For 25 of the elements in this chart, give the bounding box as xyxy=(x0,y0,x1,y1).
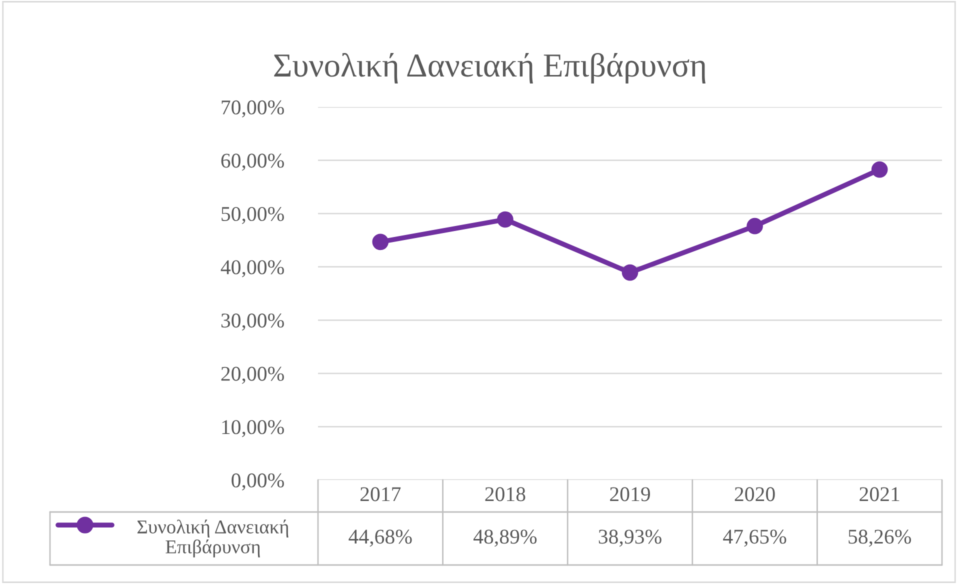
y-tick-label: 0,00% xyxy=(232,473,284,490)
point xyxy=(746,218,763,234)
data-label: 47,65% xyxy=(723,530,786,547)
point xyxy=(622,264,638,281)
chart-title: Συνολική Δανειακή Επιβάρυνση xyxy=(274,52,706,84)
x-tick-label: 2017 xyxy=(360,487,401,502)
y-tick-label: 50,00% xyxy=(222,206,284,224)
x-tick-label: 2021 xyxy=(860,487,900,502)
y-tick-label: 30,00% xyxy=(221,314,284,331)
x-tick-label: 2020 xyxy=(734,487,775,502)
data-label: 58,26% xyxy=(848,530,912,547)
point xyxy=(871,161,888,178)
y-tick-label: 20,00% xyxy=(221,366,284,384)
point xyxy=(372,234,389,250)
y-tick-label: 70,00% xyxy=(222,100,284,118)
legend-label: Συνολική Δανειακή Επιβάρυνση xyxy=(137,520,288,558)
x-tick-label: 2018 xyxy=(485,487,526,502)
y-tick-label: 60,00% xyxy=(221,154,284,171)
y-tick-label: 40,00% xyxy=(220,260,284,278)
data-label: 44,68% xyxy=(348,530,412,547)
point xyxy=(497,211,514,228)
data-label: 38,93% xyxy=(598,530,662,547)
y-tick-label: 10,00% xyxy=(222,420,284,438)
x-tick-label: 2019 xyxy=(610,487,650,502)
data-label: 48,89% xyxy=(473,530,537,547)
